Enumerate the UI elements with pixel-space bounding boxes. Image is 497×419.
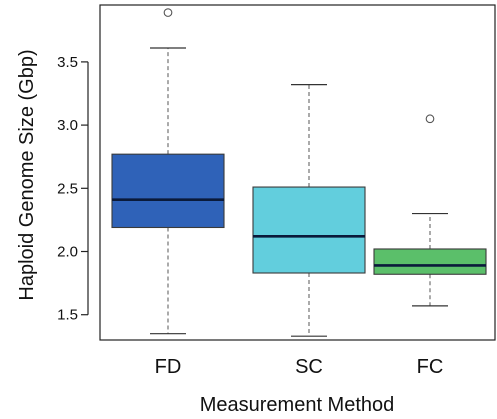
y-tick-label: 3.0 (57, 117, 78, 134)
iqr-box (373, 248, 487, 275)
iqr-box (252, 186, 366, 274)
x-tick-label-sc: SC (295, 356, 323, 378)
y-axis: 1.5 2.0 2.5 3.0 3.5 (57, 54, 89, 324)
outlier-point (425, 114, 435, 124)
y-axis-title: Haploid Genome Size (Gbp) (16, 49, 38, 300)
box-sc (252, 84, 366, 337)
y-tick-label: 1.5 (57, 307, 78, 324)
box-fc (373, 114, 487, 307)
x-tick-label-fc: FC (417, 356, 444, 378)
x-axis: FD SC FC (155, 356, 444, 378)
x-tick-label-fd: FD (155, 356, 182, 378)
iqr-box (111, 153, 225, 229)
y-tick-label: 2.5 (57, 180, 78, 197)
plot-frame (99, 4, 496, 341)
outlier-point (163, 8, 173, 17)
y-tick-label: 3.5 (57, 54, 78, 71)
y-tick-label: 2.0 (57, 244, 78, 261)
box-fd (111, 8, 225, 335)
boxes-group (111, 8, 487, 337)
x-axis-title: Measurement Method (200, 394, 395, 416)
